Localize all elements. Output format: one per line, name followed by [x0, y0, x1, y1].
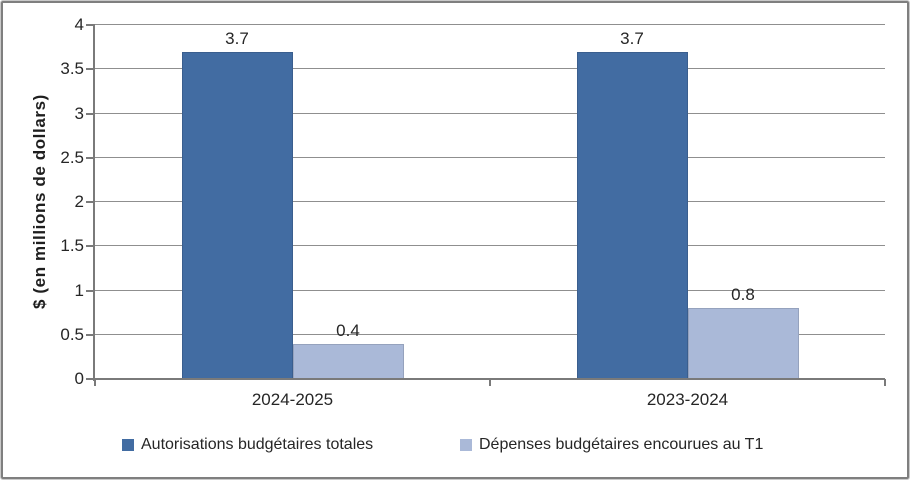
y-tick-label: 1.5: [60, 236, 84, 256]
bar-series2-2024-2025: [292, 343, 404, 379]
gridline: [95, 245, 885, 247]
gridline: [95, 68, 885, 70]
y-axis-tick: [86, 156, 95, 159]
y-axis-tick: [86, 245, 95, 248]
legend-label: Dépenses budgétaires encourues au T1: [479, 436, 764, 453]
bar-data-label: 3.7: [225, 28, 249, 48]
y-tick-label: 1: [74, 280, 84, 300]
y-tick-label: 0: [74, 369, 84, 388]
y-axis-tick: [86, 333, 95, 336]
x-category-label: 2024-2025: [251, 390, 334, 409]
bar-data-label: 0.8: [731, 285, 755, 305]
y-tick-label: 4: [74, 15, 84, 34]
y-axis-line: [93, 25, 95, 381]
gridline: [95, 289, 885, 291]
bar-data-label: 3.7: [620, 28, 644, 48]
x-axis-tick: [884, 379, 886, 386]
legend-item: Autorisations budgétaires totales: [122, 434, 373, 456]
y-tick-label: 2.5: [60, 147, 84, 167]
x-axis-tick: [489, 379, 491, 386]
x-category-label: 2023-2024: [646, 390, 729, 409]
legend-label: Autorisations budgétaires totales: [141, 436, 374, 453]
y-tick-label: 3: [74, 103, 84, 123]
y-axis-tick: [86, 289, 95, 292]
plot-area: 3.7 0.4 3.7 0.8: [86, 24, 886, 386]
y-tick-label: 2: [74, 192, 84, 211]
y-axis-tick: [86, 24, 95, 26]
legend: Autorisations budgétaires totales Dépense…: [0, 434, 910, 458]
y-axis-tick: [86, 68, 95, 71]
gridline: [95, 24, 885, 25]
y-axis-tick: [86, 201, 95, 203]
bar-series1-2023-2024: [576, 51, 688, 379]
y-axis-tick: [86, 378, 95, 380]
legend-swatch-icon: [460, 439, 472, 451]
legend-swatch-icon: [122, 439, 134, 451]
gridline: [95, 201, 885, 202]
bar-data-label: 0.4: [336, 320, 360, 340]
legend-item: Dépenses budgétaires encourues au T1: [460, 434, 763, 456]
y-tick-label: 0.5: [60, 324, 84, 344]
y-tick-label: 3.5: [60, 59, 84, 79]
gridline: [95, 112, 885, 114]
bar-series1-2024-2025: [181, 51, 293, 379]
bar-series2-2023-2024: [687, 308, 799, 379]
x-axis-tick: [94, 379, 96, 386]
y-axis-tick: [86, 112, 95, 115]
gridline: [95, 156, 885, 158]
gridline: [95, 333, 885, 335]
